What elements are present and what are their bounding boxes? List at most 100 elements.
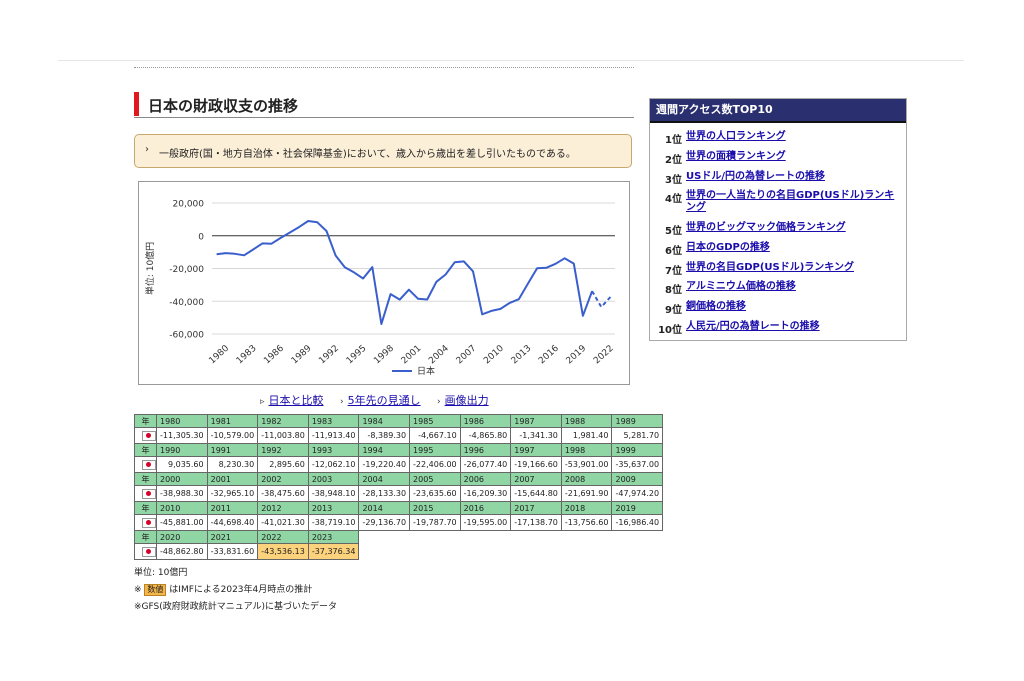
x-tick-label: 2001 bbox=[400, 344, 424, 367]
top10-link[interactable]: USドル/円の為替レートの推移 bbox=[686, 171, 825, 182]
unit-note: 単位: 10億円 bbox=[134, 568, 188, 578]
value-cell: -19,595.00 bbox=[459, 514, 512, 531]
top10-item: 1位 世界の人口ランキング bbox=[654, 131, 901, 146]
page-title: 日本の財政収支の推移 bbox=[134, 92, 634, 118]
chevron-right-icon: › bbox=[145, 144, 149, 155]
year-cell: 2022 bbox=[257, 530, 309, 544]
x-tick-label: 2004 bbox=[427, 343, 451, 366]
x-tick-label: 1989 bbox=[290, 343, 314, 366]
series-line-japan bbox=[216, 220, 594, 325]
japan-flag-cell bbox=[134, 456, 157, 473]
value-cell: -19,787.70 bbox=[409, 514, 461, 531]
top10-link[interactable]: 人民元/円の為替レートの推移 bbox=[686, 321, 820, 332]
x-tick-label: 2007 bbox=[455, 344, 479, 367]
rank-number: 7位 bbox=[665, 266, 682, 277]
value-cell: -38,475.60 bbox=[257, 485, 309, 502]
year-header-cell: 年 bbox=[134, 414, 157, 428]
top10-item: 4位 世界の一人当たりの名目GDP(USドル)ランキング bbox=[654, 190, 901, 214]
year-cell: 2008 bbox=[560, 472, 613, 486]
table-value-row: 9,035.60 8,230.30 2,895.60 -12,062.10 -19,22… bbox=[134, 456, 664, 473]
table-value-row: -38,988.30 -32,965.10 -38,475.60 -38,948.10… bbox=[134, 485, 664, 502]
value-cell: -11,003.80 bbox=[257, 427, 309, 444]
series-line-japan-estimate bbox=[591, 290, 612, 309]
estimate-note: ※ 数値 はIMFによる2023年4月時点の推計 bbox=[134, 582, 337, 599]
estimate-note-text: はIMFによる2023年4月時点の推計 bbox=[169, 585, 313, 595]
year-cell: 2018 bbox=[560, 501, 613, 515]
year-cell: 1987 bbox=[510, 414, 562, 428]
value-cell: -4,667.10 bbox=[409, 427, 461, 444]
table-year-row: 年 2010 2011 2012 2013 2014 2015 2016 2017 2018 201… bbox=[134, 501, 664, 515]
year-cell: 1982 bbox=[257, 414, 309, 428]
value-cell: -29,136.70 bbox=[358, 514, 411, 531]
year-cell: 2017 bbox=[510, 501, 562, 515]
chevron-right-icon: › bbox=[437, 397, 441, 407]
image-export-link[interactable]: 画像出力 bbox=[444, 394, 489, 407]
value-cell: 8,230.30 bbox=[206, 456, 259, 473]
compare-japan-link[interactable]: 日本と比較 bbox=[268, 394, 324, 407]
value-cell: -53,901.00 bbox=[560, 456, 613, 473]
value-cell: -47,974.20 bbox=[611, 485, 664, 502]
top10-link[interactable]: 世界のビッグマック価格ランキング bbox=[686, 222, 846, 233]
top10-link[interactable]: 日本のGDPの推移 bbox=[686, 242, 770, 253]
forecast-link-wrap: › 5年先の見通し bbox=[340, 392, 421, 408]
year-cell: 2005 bbox=[409, 472, 461, 486]
x-tick-label: 2013 bbox=[510, 344, 534, 367]
y-tick-label: -40,000 bbox=[169, 298, 204, 308]
table-year-row: 年 2000 2001 2002 2003 2004 2005 2006 2007 2008 200… bbox=[134, 472, 664, 486]
top10-link[interactable]: 世界の一人当たりの名目GDP(USドル)ランキング bbox=[686, 190, 895, 213]
value-cell: -21,691.90 bbox=[560, 485, 613, 502]
value-cell: -16,209.30 bbox=[459, 485, 512, 502]
year-cell: 1995 bbox=[409, 443, 461, 457]
top10-link[interactable]: アルミニウム価格の推移 bbox=[686, 281, 796, 292]
five-year-forecast-link[interactable]: 5年先の見通し bbox=[347, 394, 421, 407]
rank-number: 8位 bbox=[665, 285, 682, 296]
top10-item: 8位 アルミニウム価格の推移 bbox=[654, 281, 901, 296]
year-cell: 1983 bbox=[307, 414, 360, 428]
top10-link[interactable]: 世界の名目GDP(USドル)ランキング bbox=[686, 262, 855, 273]
top10-link[interactable]: 銅価格の推移 bbox=[686, 301, 746, 312]
data-table: 年 1980 1981 1982 1983 1984 1985 1986 1987 1988 198… bbox=[134, 414, 664, 560]
top10-item: 9位 銅価格の推移 bbox=[654, 301, 901, 316]
x-tick-label: 2019 bbox=[565, 343, 589, 366]
rank-number: 5位 bbox=[665, 226, 682, 237]
value-cell: -38,988.30 bbox=[156, 485, 208, 502]
year-cell: 1997 bbox=[510, 443, 562, 457]
value-cell: -38,948.10 bbox=[307, 485, 360, 502]
table-value-row: -45,881.00 -44,698.40 -41,021.30 -38,719.10… bbox=[134, 514, 664, 531]
y-tick-label: 20,000 bbox=[173, 200, 205, 210]
year-cell: 2000 bbox=[156, 472, 208, 486]
value-cell: -19,220.40 bbox=[358, 456, 411, 473]
value-cell: -38,719.10 bbox=[307, 514, 360, 531]
year-cell: 1981 bbox=[206, 414, 259, 428]
rank-number: 4位 bbox=[665, 194, 682, 205]
top10-link[interactable]: 世界の人口ランキング bbox=[686, 131, 786, 142]
x-tick-label: 1986 bbox=[262, 343, 286, 366]
year-header-cell: 年 bbox=[134, 472, 157, 486]
top10-link[interactable]: 世界の面積ランキング bbox=[686, 151, 786, 162]
x-tick-label: 1998 bbox=[372, 343, 396, 366]
value-cell: 5,281.70 bbox=[611, 427, 664, 444]
value-cell: -28,133.30 bbox=[358, 485, 411, 502]
value-cell: -48,862.80 bbox=[156, 543, 208, 560]
year-cell: 2010 bbox=[156, 501, 208, 515]
japan-flag-icon bbox=[142, 488, 156, 499]
top10-item: 10位 人民元/円の為替レートの推移 bbox=[654, 321, 901, 336]
table-value-row: -48,862.80 -33,831.60 -43,536.13 -37,376.34 bbox=[134, 543, 663, 560]
year-cell: 2023 bbox=[307, 530, 360, 544]
x-tick-label: 2022 bbox=[592, 344, 616, 367]
value-cell: -13,756.60 bbox=[560, 514, 613, 531]
top10-item: 2位 世界の面積ランキング bbox=[654, 151, 901, 166]
year-cell: 2014 bbox=[358, 501, 411, 515]
table-year-row: 年 1990 1991 1992 1993 1994 1995 1996 1997 1998 199… bbox=[134, 443, 664, 457]
value-cell: -17,138.70 bbox=[510, 514, 562, 531]
rank-number: 9位 bbox=[665, 305, 682, 316]
definition-text: 一般政府(国・地方自治体・社会保障基金)において、歳入から歳出を差し引いたもので… bbox=[159, 149, 576, 160]
rank-number: 10位 bbox=[658, 325, 682, 336]
note-mark: ※ bbox=[134, 585, 142, 595]
year-cell: 1990 bbox=[156, 443, 208, 457]
rank-number: 2位 bbox=[665, 155, 682, 166]
year-cell: 2021 bbox=[206, 530, 259, 544]
value-cell: -11,305.30 bbox=[156, 427, 208, 444]
balance-chart: 20,000 0 -20,000 -40,000 -60,000 1980 1983 1986… bbox=[138, 181, 630, 385]
value-cell: -43,536.13 bbox=[257, 543, 309, 560]
